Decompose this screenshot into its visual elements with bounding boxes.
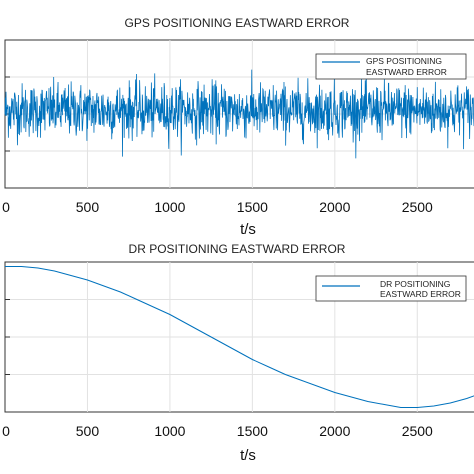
- dr-chart-title: DR POSITIONING EASTWARD ERROR: [129, 242, 346, 256]
- gps-x-tick-1000: 1000: [154, 199, 185, 215]
- gps-chart-title: GPS POSITIONING EASTWARD ERROR: [125, 16, 350, 30]
- dr-x-tick-1500: 1500: [237, 423, 268, 439]
- gps-x-tick-500: 500: [76, 199, 100, 215]
- gps-x-tick-labels: 0 500 1000 1500 2000 2500: [2, 199, 433, 215]
- dr-x-tick-1000: 1000: [154, 423, 185, 439]
- dr-legend-box: [315, 275, 467, 302]
- gps-x-tick-2000: 2000: [319, 199, 350, 215]
- dr-x-tick-2500: 2500: [402, 423, 433, 439]
- dr-x-tick-2000: 2000: [319, 423, 350, 439]
- dr-legend: DR POSITIONING EASTWARD ERROR: [315, 275, 467, 302]
- dr-legend-line2: EASTWARD ERROR: [380, 289, 461, 299]
- dr-x-tick-labels: 0 500 1000 1500 2000 2500: [2, 423, 433, 439]
- dr-error-series-line: [5, 266, 474, 408]
- gps-x-tick-2500: 2500: [402, 199, 433, 215]
- dr-x-tick-0: 0: [2, 423, 10, 439]
- gps-legend: GPS POSITIONING EASTWARD ERROR: [315, 53, 467, 80]
- gps-legend-line1: GPS POSITIONING: [366, 56, 442, 66]
- gps-error-series-line: [4, 69, 474, 159]
- gps-legend-box: [315, 53, 467, 80]
- gps-x-tick-1500: 1500: [237, 199, 268, 215]
- dr-x-tick-500: 500: [76, 423, 100, 439]
- gps-x-tick-0: 0: [2, 199, 10, 215]
- dr-chart: DR POSITIONING EASTWARD ERROR DR POSITIO…: [2, 242, 474, 464]
- gps-x-axis-label: t/s: [240, 221, 256, 238]
- gps-legend-line2: EASTWARD ERROR: [366, 67, 447, 77]
- gps-chart: GPS POSITIONING EASTWARD ERROR GPS POSIT…: [2, 16, 474, 238]
- dr-legend-line1: DR POSITIONING: [380, 279, 450, 289]
- dr-x-axis-label: t/s: [240, 447, 256, 464]
- dr-y-ticks: [5, 299, 10, 375]
